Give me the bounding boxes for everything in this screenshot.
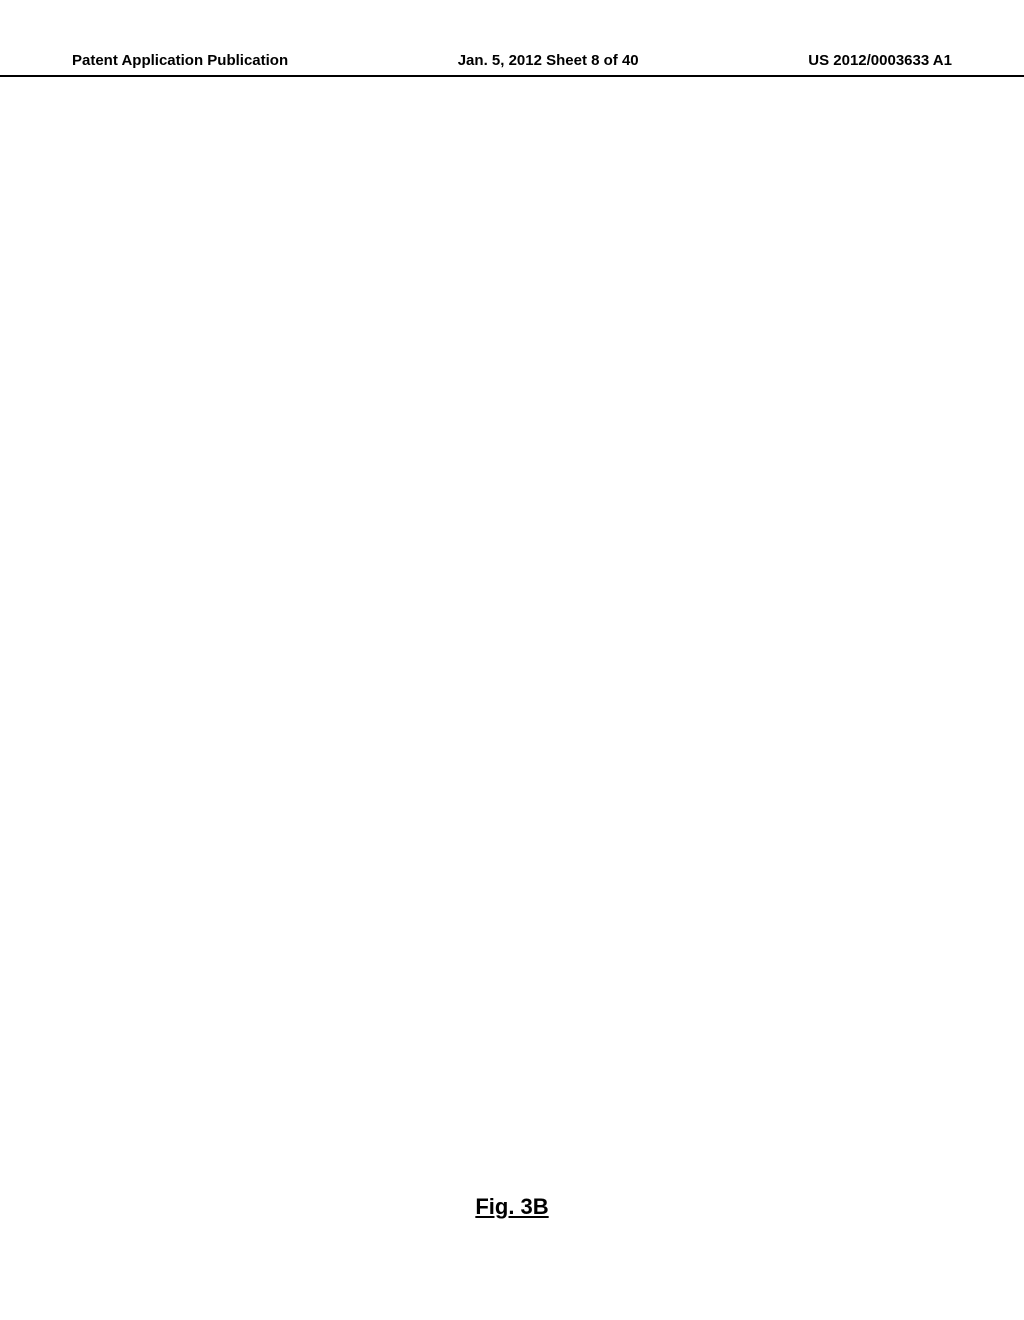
rotated-table-container: Code Probe Size [bp] Probe Part Size [bp… [140,0,1024,170]
figure-label: Fig. 3B [0,1194,1024,1220]
